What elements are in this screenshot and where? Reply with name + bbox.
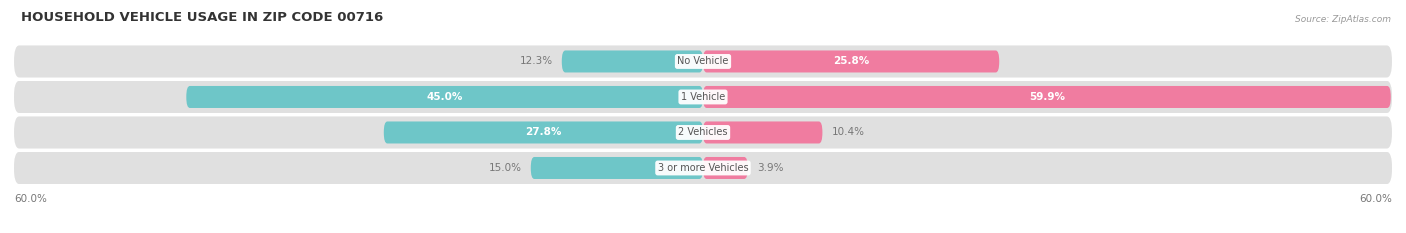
FancyBboxPatch shape [562,51,703,72]
FancyBboxPatch shape [384,121,703,144]
Text: 3.9%: 3.9% [756,163,783,173]
FancyBboxPatch shape [703,121,823,144]
Text: Source: ZipAtlas.com: Source: ZipAtlas.com [1295,15,1391,24]
Text: 45.0%: 45.0% [426,92,463,102]
Text: 12.3%: 12.3% [519,56,553,66]
FancyBboxPatch shape [14,116,1392,148]
FancyBboxPatch shape [14,152,1392,184]
Text: 1 Vehicle: 1 Vehicle [681,92,725,102]
FancyBboxPatch shape [14,116,1392,148]
FancyBboxPatch shape [531,157,703,179]
Text: 3 or more Vehicles: 3 or more Vehicles [658,163,748,173]
Text: 60.0%: 60.0% [14,194,46,204]
FancyBboxPatch shape [703,86,1391,108]
FancyBboxPatch shape [703,157,748,179]
Text: 15.0%: 15.0% [488,163,522,173]
Text: HOUSEHOLD VEHICLE USAGE IN ZIP CODE 00716: HOUSEHOLD VEHICLE USAGE IN ZIP CODE 0071… [21,11,384,24]
Text: 27.8%: 27.8% [526,127,561,137]
FancyBboxPatch shape [703,51,1000,72]
FancyBboxPatch shape [14,81,1392,113]
Text: 59.9%: 59.9% [1029,92,1064,102]
FancyBboxPatch shape [186,86,703,108]
Text: 2 Vehicles: 2 Vehicles [678,127,728,137]
FancyBboxPatch shape [14,152,1392,184]
Text: 60.0%: 60.0% [1360,194,1392,204]
Text: 25.8%: 25.8% [832,56,869,66]
FancyBboxPatch shape [14,45,1392,77]
FancyBboxPatch shape [14,81,1392,113]
FancyBboxPatch shape [14,45,1392,77]
Text: No Vehicle: No Vehicle [678,56,728,66]
Text: 10.4%: 10.4% [831,127,865,137]
